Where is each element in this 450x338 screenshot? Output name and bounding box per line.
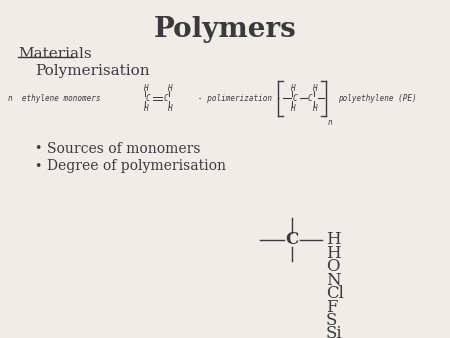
Text: C: C: [308, 94, 312, 103]
Text: F: F: [326, 298, 338, 316]
Text: C: C: [292, 94, 297, 103]
Text: H: H: [312, 84, 316, 93]
Text: O: O: [326, 258, 339, 275]
Text: n  ethylene monomers: n ethylene monomers: [8, 94, 100, 103]
Text: H: H: [166, 104, 171, 113]
Text: N: N: [326, 272, 341, 289]
Text: H: H: [326, 232, 341, 248]
Text: C: C: [164, 94, 168, 103]
Text: H: H: [166, 84, 171, 93]
Text: Polymers: Polymers: [153, 16, 297, 43]
Text: H: H: [143, 104, 147, 113]
Text: Materials: Materials: [18, 47, 92, 61]
Text: •: •: [34, 160, 42, 173]
Text: Cl: Cl: [326, 285, 344, 302]
Text: Sources of monomers: Sources of monomers: [47, 142, 201, 155]
Text: H: H: [312, 104, 316, 113]
Text: H: H: [326, 245, 341, 262]
Text: n: n: [328, 118, 333, 127]
Text: S: S: [326, 312, 338, 329]
Text: C: C: [146, 94, 150, 103]
Text: - polimerization -: - polimerization -: [198, 94, 281, 103]
Text: Si: Si: [326, 325, 342, 338]
Text: H: H: [290, 104, 294, 113]
Text: H: H: [143, 84, 147, 93]
Text: Degree of polymerisation: Degree of polymerisation: [47, 160, 226, 173]
Text: •: •: [34, 142, 42, 155]
Text: C: C: [285, 232, 299, 248]
Text: Polymerisation: Polymerisation: [35, 65, 149, 78]
Text: polyethylene (PE): polyethylene (PE): [338, 94, 417, 103]
Text: H: H: [290, 84, 294, 93]
